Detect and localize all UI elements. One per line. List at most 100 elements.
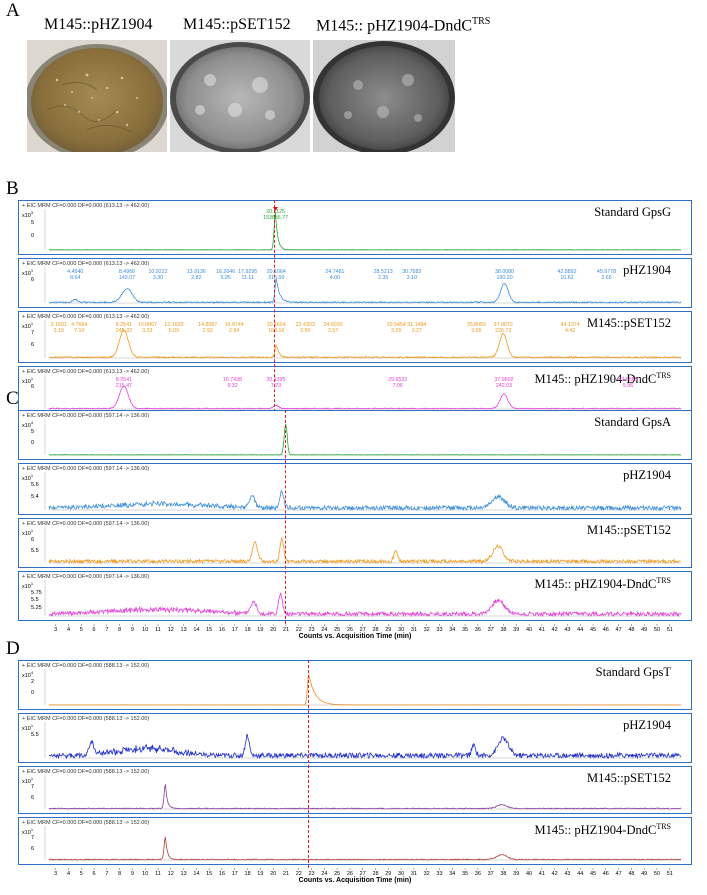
peak-area-label: 3.19 [54,328,64,334]
y-tick-label: 7 [31,330,35,337]
peak-area-label: 143.07 [119,275,135,281]
chromatogram-trace [48,836,682,861]
peak-area-label: 2.35 [378,275,388,281]
x-tick-label: 4 [67,627,70,633]
eic-header: + EIC MRM CF=0.000 DF=0.000 (597.14 -> 1… [22,466,150,472]
sample-label: Standard GpsT [595,665,671,679]
peak-area-label: 2.94 [229,328,239,334]
trace-plot [44,472,682,512]
x-tick-label: 34 [449,627,455,633]
peak-area-label: 103.16 [268,328,284,334]
sample-label: M145:: pHZ1904-DndCTRS [534,576,671,592]
x-tick-label: 32 [424,627,430,633]
x-tick-label: 19 [257,627,263,633]
peak-rt-label: 20.1664 [267,269,286,275]
peak-area-label: 215.00 [268,275,284,281]
eic-header: + EIC MRM CF=0.000 DF=0.000 (588.13 -> 1… [22,663,150,669]
peak-rt-label: 3.1601 [51,322,67,328]
peak-area-label: 3.65 [471,328,481,334]
scale-label: x101 [22,376,34,385]
peak-area-label: 226.73 [495,328,511,334]
y-tick-label: 6 [31,276,35,283]
x-tick-label: 17 [232,627,238,633]
x-tick-label: 28 [372,627,378,633]
x-tick-label: 38 [500,627,506,633]
x-tick-label: 22 [296,627,302,633]
scale-label: x101 [22,268,34,277]
peak-area-label: 5.95 [220,275,230,281]
y-tick-label: 5.4 [31,493,39,500]
sample-label: pHZ1904 [623,468,671,482]
y-tick-label: 6 [31,794,35,801]
peak-rt-label: 10.9222 [148,269,167,275]
y-tick-label: 2 [31,678,35,685]
peak-rt-label: 30.7582 [402,269,421,275]
peak-area-label: 7.23 [271,383,281,389]
scale-label: x103 [22,210,34,219]
eic-header: + EIC MRM CF=0.000 DF=0.000 (613.13 -> 4… [22,261,150,267]
chromatogram-trace [48,212,682,251]
peak-rt-label: 29.5454 [387,322,406,328]
eic-header: + EIC MRM CF=0.000 DF=0.000 (597.14 -> 1… [22,413,150,419]
y-tick-label: 5.25 [31,604,42,611]
peak-area-label: 190.20 [496,275,512,281]
trace-plot: 3.16013.194.76647.108.2541245.3310.08673… [44,320,682,359]
x-tick-label: 27 [360,627,366,633]
peak-rt-label: 47.6565 [618,377,637,383]
peak-rt-label: 16.7438 [223,377,242,383]
plate-photo-pset152 [170,40,310,152]
peak-rt-label: 42.8892 [557,269,576,275]
y-tick-label: 5.5 [31,597,39,603]
x-tick-label: 50 [654,627,660,633]
x-tick-label: 14 [193,627,199,633]
scale-label: x101 [22,581,34,590]
chromatogram-trace [48,592,682,618]
x-tick-label: 47 [616,627,622,633]
peak-area-label: 215.47 [116,383,132,389]
peak-rt-label: 29.6532 [388,377,407,383]
x-tick-label: 12 [168,627,174,633]
x-axis-title: Counts vs. Acquisition Time (min) [298,633,412,640]
y-tick-label: 6 [31,845,35,852]
scale-label: x101 [22,723,34,732]
chromatogram-trace [48,329,682,359]
y-tick-label: 5 [31,220,35,227]
plate-label-dndc: M145:: pHZ1904-DndCTRS [316,16,491,35]
x-tick-label: 31 [411,627,417,633]
y-tick-label: 0 [31,232,35,239]
x-tick-label: 49 [641,627,647,633]
chromatogram-trace [48,489,682,512]
x-tick-label: 9 [131,627,134,633]
x-tick-label: 43 [564,627,570,633]
peak-area-label: 2.90 [300,328,310,334]
y-tick-label: 6 [31,536,35,543]
scale-label: x101 [22,321,34,330]
peak-area-label: 3.30 [153,275,163,281]
chromatogram-trace [48,385,682,410]
peak-rt-label: 14.8087 [198,322,217,328]
peak-rt-label: 8.4966 [119,269,135,275]
trace-plot [44,419,682,456]
x-tick-label: 29 [385,627,391,633]
peak-area-label: 4.42 [565,328,575,334]
panel-letter-a: A [6,0,20,21]
plate-label-phz1904: M145::pHZ1904 [44,16,153,33]
panel-letter-b: B [6,178,19,199]
eic-header: + EIC MRM CF=0.000 DF=0.000 (588.13 -> 1… [22,716,150,722]
chromatogram-trace [48,674,681,706]
x-tick-label: 39 [513,627,519,633]
peak-rt-label: 16.8744 [225,322,244,328]
sample-label: pHZ1904 [623,263,671,277]
peak-area-label: 5.96 [623,383,633,389]
y-tick-label: 6 [31,383,35,390]
sample-label: pHZ1904 [623,718,671,732]
chromatogram-trace [48,784,682,810]
peak-area-label: 4.00 [330,275,340,281]
x-tick-label: 35 [462,627,468,633]
x-tick-label: 42 [552,627,558,633]
plate-dark-image [313,40,455,152]
x-tick-label: 40 [526,627,532,633]
x-tick-label: 36 [475,627,481,633]
